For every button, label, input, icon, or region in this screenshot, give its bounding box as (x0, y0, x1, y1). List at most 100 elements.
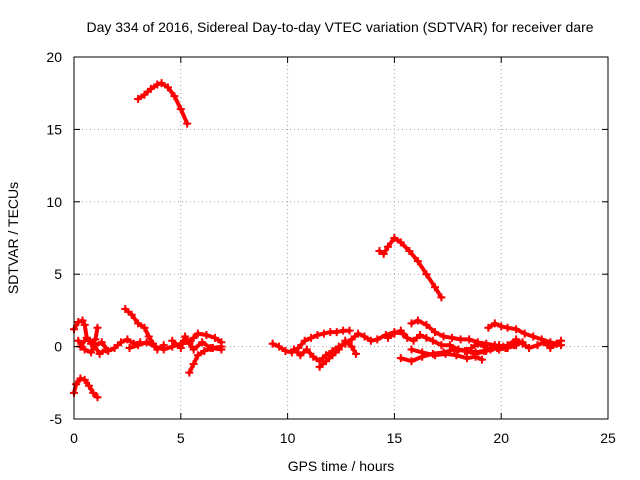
data-point (110, 344, 119, 353)
data-point (347, 335, 356, 344)
data-point (313, 331, 322, 340)
data-point (416, 331, 425, 340)
series-arc-6 (134, 79, 192, 128)
data-point (281, 346, 290, 355)
data-point (403, 333, 412, 342)
data-point (437, 293, 446, 302)
data-point (332, 328, 341, 337)
data-point (170, 92, 179, 101)
series-line (136, 81, 190, 126)
y-tick-label: 0 (54, 339, 62, 355)
data-point (396, 354, 405, 363)
x-tick-label: 25 (600, 430, 616, 446)
data-point (552, 339, 561, 348)
series-arc-16 (407, 345, 486, 364)
data-point (134, 319, 143, 328)
data-point (360, 332, 369, 341)
data-point (501, 344, 510, 353)
data-point (189, 345, 198, 354)
data-point (456, 335, 465, 344)
data-point (437, 341, 446, 350)
data-point (140, 323, 149, 332)
x-tick-label: 5 (177, 430, 185, 446)
data-point (418, 348, 427, 357)
data-point (510, 341, 519, 350)
data-point (93, 393, 102, 402)
data-point (140, 90, 149, 99)
plot-frame (73, 56, 609, 420)
data-point (176, 105, 185, 114)
data-point (512, 325, 521, 334)
data-point (396, 238, 405, 247)
series-arc-9 (168, 332, 226, 354)
data-point (512, 335, 521, 344)
y-tick-label: 10 (46, 194, 62, 210)
data-point (102, 345, 111, 354)
series-arc-5 (121, 304, 168, 354)
data-point (189, 359, 198, 368)
data-point (450, 345, 459, 354)
data-point (439, 332, 448, 341)
data-point (490, 319, 499, 328)
data-point (390, 329, 399, 338)
data-point (495, 341, 504, 350)
series-line (377, 236, 444, 300)
data-point (409, 336, 418, 345)
data-point (441, 349, 450, 358)
x-tick-label: 20 (493, 430, 509, 446)
series-arc-13 (375, 234, 446, 302)
data-point (95, 349, 104, 358)
data-point (480, 342, 489, 351)
y-tick-label: 20 (46, 49, 62, 65)
data-point (322, 357, 331, 366)
data-point (557, 336, 566, 345)
data-point (300, 336, 309, 345)
data-point (121, 304, 130, 313)
x-tick-label: 15 (387, 430, 403, 446)
data-point (460, 346, 469, 355)
data-point (383, 242, 392, 251)
data-point (465, 335, 474, 344)
data-point (315, 362, 324, 371)
data-point (422, 333, 431, 342)
data-point (428, 336, 437, 345)
data-layer (70, 79, 566, 402)
series-arc-10 (268, 326, 354, 357)
data-point (82, 333, 91, 342)
data-point (373, 335, 382, 344)
data-point (407, 345, 416, 354)
data-point (405, 247, 414, 256)
data-point (319, 329, 328, 338)
data-point (275, 342, 284, 351)
data-point (163, 83, 172, 92)
data-point (345, 326, 354, 335)
data-point (159, 345, 168, 354)
data-point (268, 339, 277, 348)
data-point (198, 338, 207, 347)
data-point (375, 247, 384, 256)
tick-layer: 0 5 10 15 20 25 -5 0 5 10 15 20 (46, 49, 616, 446)
data-point (533, 341, 542, 350)
data-point (116, 338, 125, 347)
data-point (473, 339, 482, 348)
data-point (74, 317, 83, 326)
data-point (97, 338, 106, 347)
data-point (471, 352, 480, 361)
data-point (142, 338, 151, 347)
series-arc-4 (76, 333, 111, 358)
data-point (497, 322, 506, 331)
data-point (334, 345, 343, 354)
data-point (84, 381, 93, 390)
data-point (144, 332, 153, 341)
data-point (452, 351, 461, 360)
data-point (80, 345, 89, 354)
data-point (413, 257, 422, 266)
data-point (78, 316, 87, 325)
series-arc-17 (407, 316, 508, 351)
data-point (539, 338, 548, 347)
data-point (396, 326, 405, 335)
data-point (422, 270, 431, 279)
data-point (430, 351, 439, 360)
series-arc-2 (70, 374, 102, 402)
y-axis-label: SDTVAR / TECUs (5, 182, 21, 294)
